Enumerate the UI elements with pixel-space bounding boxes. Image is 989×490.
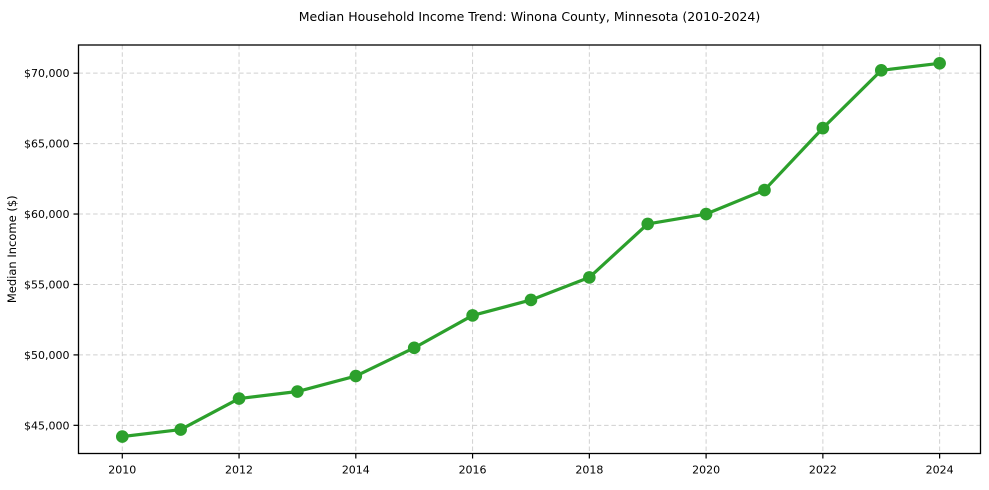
plot-border	[77, 44, 982, 455]
data-point	[466, 309, 479, 322]
data-point	[524, 293, 538, 307]
data-point	[933, 57, 946, 70]
x-tick-label: 2010	[108, 464, 136, 477]
y-tick-label: $65,000	[24, 138, 70, 151]
y-tick-label: $70,000	[24, 67, 70, 80]
x-tick-label: 2024	[926, 464, 954, 477]
data-point	[115, 430, 129, 443]
x-tick-label: 2014	[342, 464, 370, 477]
data-point	[174, 423, 187, 436]
data-point	[232, 392, 246, 405]
y-tick-label: $50,000	[24, 349, 70, 362]
trend-line	[120, 61, 942, 439]
x-tick-label: 2016	[459, 464, 487, 477]
x-tick-label: 2022	[809, 464, 837, 477]
data-point	[407, 341, 421, 355]
data-point	[349, 369, 363, 383]
x-tick-label: 2020	[692, 464, 720, 477]
data-point	[291, 385, 304, 398]
y-tick-label: $45,000	[24, 419, 70, 432]
y-axis-label: Median Income ($)	[5, 195, 19, 303]
x-tick-label: 2018	[575, 464, 603, 477]
data-point	[758, 183, 771, 197]
data-point	[699, 207, 713, 221]
data-point	[583, 271, 596, 284]
y-tick-label: $55,000	[24, 278, 70, 291]
y-tick-label: $60,000	[24, 208, 70, 221]
data-point	[874, 64, 888, 77]
x-tick-label: 2012	[225, 464, 253, 477]
chart-title: Median Household Income Trend: Winona Co…	[299, 9, 760, 24]
data-point	[816, 121, 830, 135]
data-point	[641, 217, 655, 231]
